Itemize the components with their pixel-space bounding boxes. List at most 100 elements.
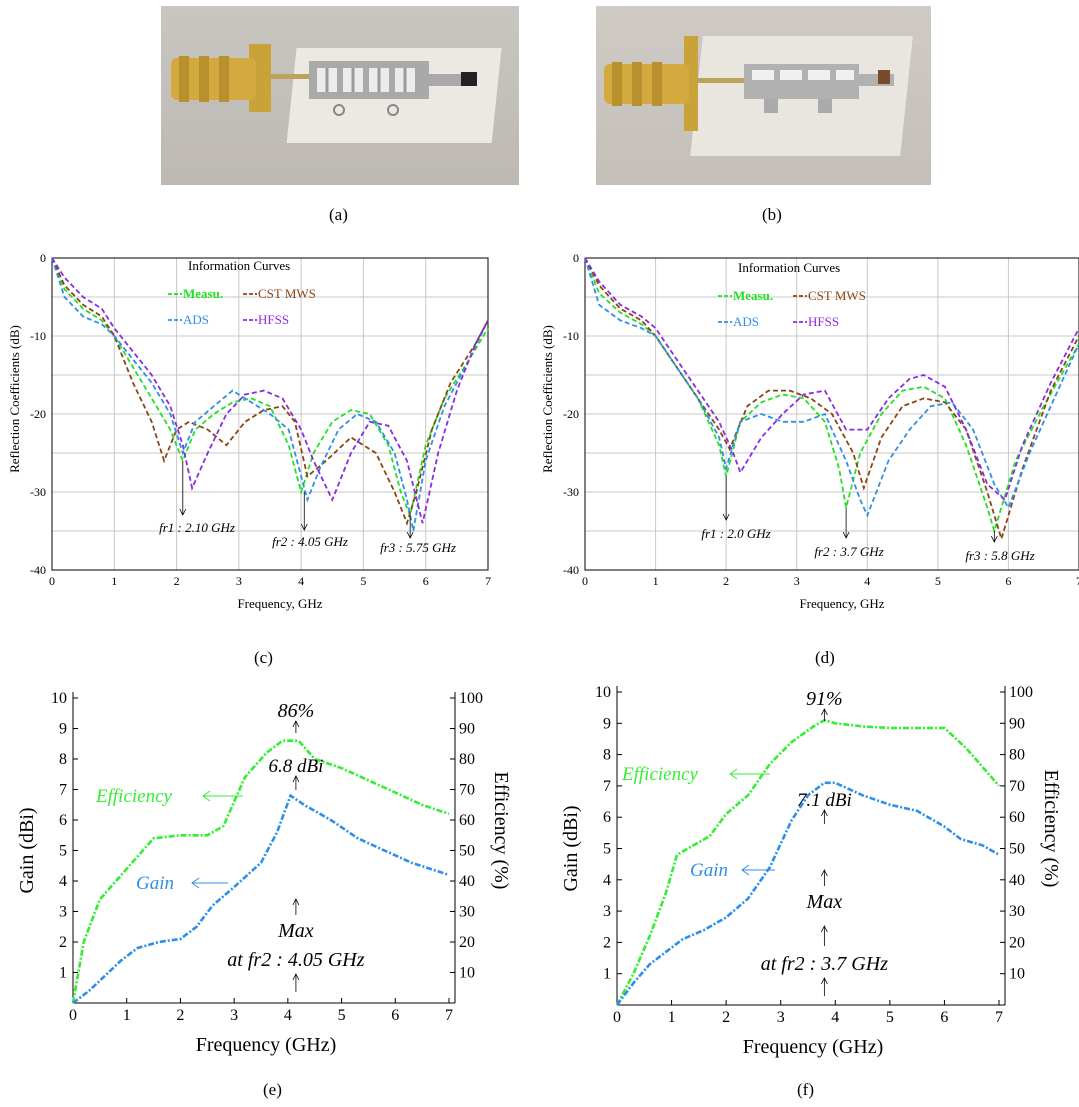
series-line-gain	[72, 793, 450, 1005]
series-label-efficiency: Efficiency	[621, 764, 699, 785]
y-axis-label-right: Efficiency (%)	[1040, 770, 1062, 888]
annotation-arrowhead	[179, 508, 187, 516]
annotation-arrowhead	[292, 775, 300, 783]
x-tick-label: 0	[49, 574, 55, 588]
annotation-label: fr1 : 2.10 GHz	[159, 520, 235, 535]
x-tick-label: 0	[613, 1009, 621, 1026]
y-tick-label: 0	[573, 251, 579, 265]
panel-label-c: (c)	[254, 648, 273, 667]
y-axis-label-right: Efficiency (%)	[490, 772, 512, 890]
y-tick-label-left: 7	[59, 782, 67, 799]
y-tick-label-left: 2	[59, 934, 67, 951]
y-tick-label-right: 60	[459, 812, 475, 829]
y-tick-label-left: 9	[59, 721, 67, 738]
legend-label-cst: CST MWS	[808, 288, 866, 303]
annotation-arrowhead	[821, 925, 828, 933]
legend-label-ads: ADS	[183, 312, 209, 327]
y-tick-label-left: 10	[595, 684, 611, 701]
x-tick-label: 6	[423, 574, 429, 588]
y-tick-label: -30	[563, 485, 579, 499]
y-tick-label-left: 6	[603, 809, 611, 826]
annotation-frequency: at fr2 : 4.05 GHz	[227, 949, 364, 971]
annotation-label: fr1 : 2.0 GHz	[701, 526, 770, 541]
x-tick-label: 5	[338, 1007, 346, 1024]
y-tick-label: -30	[30, 485, 46, 499]
plot-frame	[51, 257, 489, 571]
annotation-arrowhead	[292, 720, 300, 728]
y-tick-label-left: 6	[59, 812, 67, 829]
y-tick-label-right: 100	[1009, 684, 1033, 701]
annotation-peak-gain: 6.8 dBi	[268, 756, 323, 777]
series-line-gain	[615, 781, 1000, 1006]
panel-label-f: (f)	[797, 1080, 814, 1099]
panel-label-b: (b)	[762, 205, 782, 224]
x-tick-label: 1	[668, 1009, 676, 1026]
y-tick-label-right: 70	[459, 782, 475, 799]
y-tick-label: -10	[30, 329, 46, 343]
x-tick-label: 6	[391, 1007, 399, 1024]
series-label-arrowhead-gain	[191, 877, 200, 889]
annotation-label: fr3 : 5.75 GHz	[380, 540, 456, 555]
series-line-efficiency	[615, 718, 1000, 1006]
x-axis-label: Frequency, GHz	[237, 596, 322, 611]
x-tick-label: 1	[653, 574, 659, 588]
y-tick-label-right: 100	[459, 690, 483, 707]
x-tick-label: 6	[1005, 574, 1011, 588]
y-tick-label-right: 40	[1009, 872, 1025, 889]
series-label-arrowhead-gain	[741, 864, 750, 876]
annotation-arrowhead	[292, 898, 300, 906]
y-axis-label-left: Gain (dBi)	[16, 807, 38, 893]
x-tick-label: 0	[69, 1007, 77, 1024]
panel-label-e: (e)	[263, 1080, 282, 1099]
x-tick-label: 5	[360, 574, 366, 588]
y-tick-label-left: 8	[59, 751, 67, 768]
annotation-arrowhead	[821, 869, 828, 877]
series-line-ads	[51, 257, 489, 532]
y-tick-label: 0	[40, 251, 46, 265]
y-tick-label-right: 30	[459, 904, 475, 921]
x-tick-label: 7	[485, 574, 491, 588]
legend-label-hfss: HFSS	[258, 312, 289, 327]
plot-frame	[584, 257, 1079, 571]
y-tick-label-right: 20	[459, 934, 475, 951]
y-tick-label-left: 3	[59, 904, 67, 921]
y-tick-label-left: 5	[59, 843, 67, 860]
x-tick-label: 7	[445, 1007, 453, 1024]
annotation-arrowhead	[821, 809, 828, 817]
series-label-arrowhead-efficiency	[202, 790, 211, 802]
x-tick-label: 3	[236, 574, 242, 588]
x-tick-label: 3	[794, 574, 800, 588]
x-tick-label: 4	[298, 574, 304, 588]
annotation-peak-efficiency: 86%	[278, 700, 315, 722]
y-tick-label: -20	[563, 407, 579, 421]
x-tick-label: 2	[174, 574, 180, 588]
y-tick-label-right: 20	[1009, 934, 1025, 951]
x-tick-label: 7	[1076, 574, 1079, 588]
x-tick-label: 2	[176, 1007, 184, 1024]
y-tick-label-right: 50	[1009, 841, 1025, 858]
annotation-arrowhead	[990, 535, 998, 543]
series-line-ads	[584, 257, 1079, 518]
x-tick-label: 3	[777, 1009, 785, 1026]
y-tick-label-left: 2	[603, 934, 611, 951]
y-axis-label: Reflection Coefficients (dB)	[540, 325, 555, 473]
annotation-arrowhead	[842, 531, 850, 539]
y-tick-label: -40	[563, 563, 579, 577]
y-tick-label-left: 4	[603, 872, 611, 889]
y-tick-label-right: 10	[1009, 966, 1025, 983]
series-label-efficiency: Efficiency	[95, 786, 173, 807]
annotation-peak-efficiency: 91%	[806, 688, 843, 710]
y-tick-label-left: 3	[603, 903, 611, 920]
annotation-arrowhead	[722, 513, 730, 521]
y-tick-label-right: 40	[459, 873, 475, 890]
y-tick-label-left: 7	[603, 778, 611, 795]
x-tick-label: 2	[722, 1009, 730, 1026]
x-tick-label: 6	[940, 1009, 948, 1026]
y-tick-label-left: 1	[59, 965, 67, 982]
x-tick-label: 4	[284, 1007, 292, 1024]
y-tick-label: -40	[30, 563, 46, 577]
legend-label-ads: ADS	[733, 314, 759, 329]
annotation-label: fr2 : 4.05 GHz	[272, 534, 348, 549]
